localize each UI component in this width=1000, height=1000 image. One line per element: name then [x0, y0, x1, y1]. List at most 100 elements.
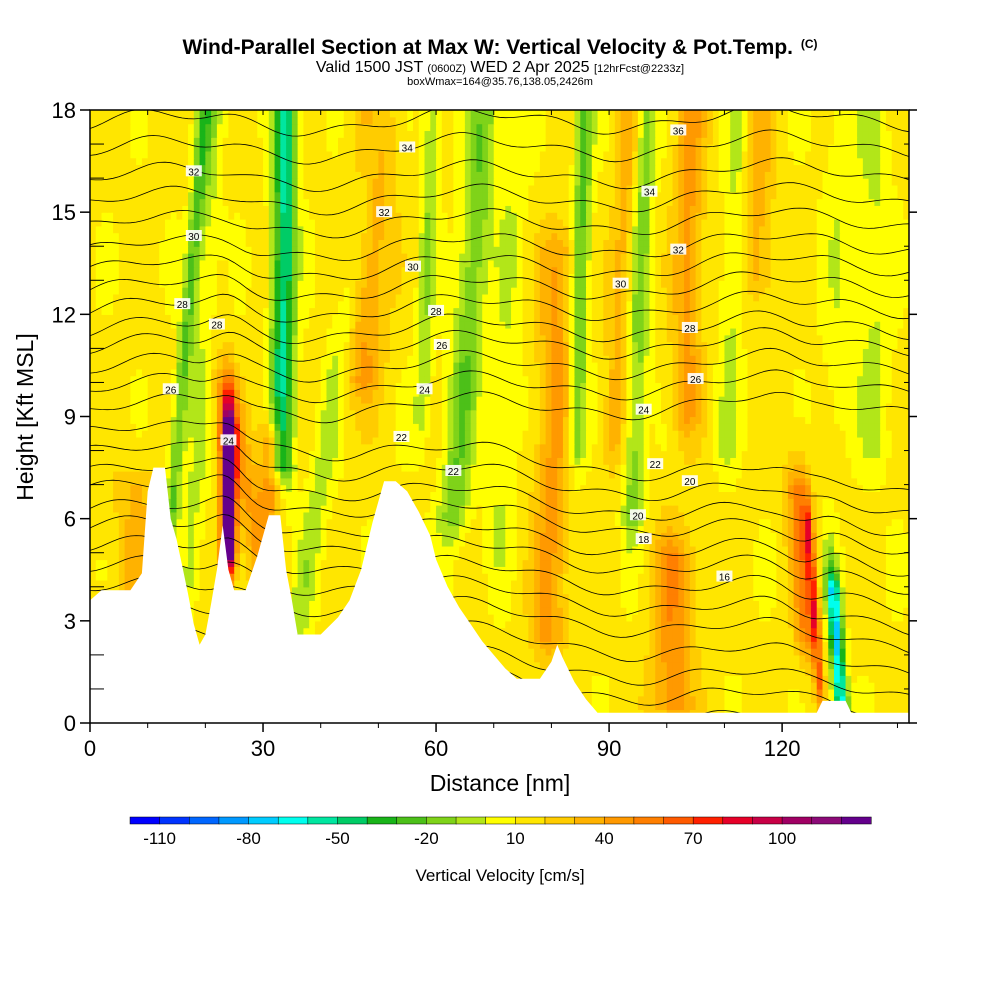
velocity-cell — [643, 668, 651, 676]
velocity-cell — [424, 491, 431, 499]
velocity-cell — [660, 614, 668, 622]
velocity-cell — [297, 607, 304, 615]
velocity-cell — [689, 648, 697, 656]
velocity-cell — [810, 518, 818, 527]
velocity-cell — [845, 661, 852, 670]
velocity-cell — [880, 695, 887, 704]
velocity-cell — [891, 627, 899, 636]
velocity-cell — [660, 661, 668, 670]
velocity-cell — [637, 579, 645, 588]
velocity-cell — [372, 498, 379, 506]
velocity-cell — [724, 552, 731, 561]
velocity-cell — [470, 573, 478, 581]
velocity-cell — [193, 620, 201, 629]
velocity-cell — [591, 586, 599, 595]
velocity-cell — [672, 614, 679, 622]
velocity-cell — [759, 484, 766, 493]
velocity-cell — [164, 484, 172, 493]
velocity-cell — [643, 511, 651, 520]
velocity-cell — [199, 532, 206, 540]
velocity-cell — [505, 525, 512, 533]
velocity-cell — [891, 559, 899, 567]
velocity-cell — [447, 566, 454, 574]
velocity-cell — [176, 491, 183, 499]
velocity-cell — [660, 593, 668, 601]
velocity-cell — [609, 641, 616, 649]
velocity-cell — [735, 518, 743, 527]
velocity-cell — [568, 634, 576, 642]
velocity-cell — [834, 661, 841, 670]
velocity-cell — [441, 525, 449, 533]
velocity-cell — [828, 654, 835, 663]
velocity-cell — [291, 511, 299, 520]
velocity-cell — [211, 518, 218, 527]
velocity-cell — [655, 675, 662, 683]
velocity-cell — [707, 579, 714, 588]
velocity-cell — [689, 654, 697, 663]
velocity-cell — [828, 552, 835, 561]
velocity-cell — [741, 586, 749, 595]
velocity-cell — [718, 648, 726, 656]
velocity-cell — [735, 484, 743, 493]
velocity-cell — [568, 539, 576, 547]
velocity-cell — [839, 607, 847, 615]
velocity-cell — [834, 648, 841, 656]
velocity-cell — [851, 641, 858, 649]
velocity-cell — [857, 491, 864, 499]
velocity-cell — [649, 661, 656, 670]
velocity-cell — [591, 695, 599, 704]
velocity-cell — [787, 614, 795, 622]
velocity-cell — [770, 505, 777, 513]
velocity-cell — [459, 491, 466, 499]
velocity-cell — [216, 518, 224, 527]
velocity-cell — [441, 505, 449, 513]
velocity-cell — [193, 593, 201, 601]
velocity-cell — [770, 627, 777, 636]
velocity-cell — [338, 532, 345, 540]
velocity-cell — [718, 641, 726, 649]
velocity-cell — [747, 586, 754, 595]
velocity-cell — [891, 539, 899, 547]
velocity-cell — [211, 525, 218, 533]
velocity-cell — [603, 614, 610, 622]
velocity-cell — [885, 573, 893, 581]
velocity-cell — [586, 532, 593, 540]
velocity-cell — [487, 634, 495, 642]
velocity-cell — [897, 491, 904, 499]
velocity-cell — [787, 484, 795, 493]
velocity-cell — [834, 511, 841, 520]
velocity-cell — [505, 654, 512, 663]
velocity-cell — [603, 682, 610, 690]
velocity-cell — [557, 586, 564, 595]
velocity-cell — [672, 634, 679, 642]
velocity-cell — [793, 607, 801, 615]
velocity-cell — [222, 498, 230, 506]
velocity-cell — [626, 559, 633, 567]
velocity-cell — [136, 539, 143, 547]
velocity-cell — [349, 525, 356, 533]
velocity-cell — [678, 552, 685, 561]
velocity-cell — [632, 654, 639, 663]
velocity-cell — [903, 688, 909, 697]
velocity-cell — [620, 593, 627, 601]
velocity-cell — [355, 491, 362, 499]
velocity-cell — [880, 661, 887, 670]
velocity-cell — [620, 702, 627, 710]
velocity-cell — [545, 634, 553, 642]
velocity-cell — [326, 498, 333, 506]
velocity-cell — [90, 511, 97, 520]
velocity-cell — [684, 505, 691, 513]
velocity-cell — [776, 654, 783, 663]
velocity-cell — [522, 668, 529, 676]
velocity-cell — [568, 668, 576, 676]
velocity-cell — [684, 559, 691, 567]
velocity-cell — [880, 511, 887, 520]
velocity-cell — [649, 688, 656, 697]
velocity-cell — [297, 491, 304, 499]
velocity-cell — [753, 573, 760, 581]
velocity-cell — [597, 593, 604, 601]
velocity-cell — [338, 593, 345, 601]
velocity-cell — [874, 545, 881, 554]
velocity-cell — [441, 518, 449, 527]
velocity-cell — [666, 648, 674, 656]
